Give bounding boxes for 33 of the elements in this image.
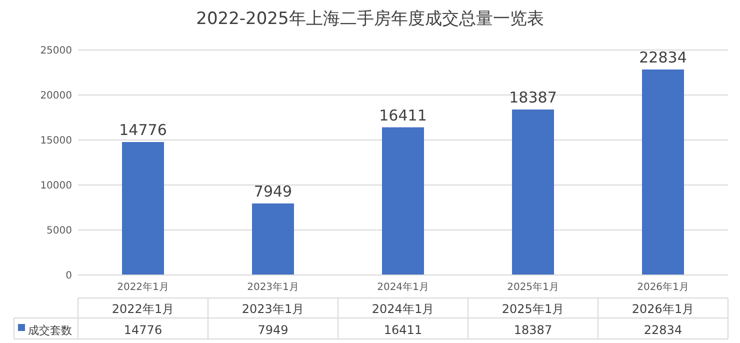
category-label: 2026年1月: [632, 302, 694, 316]
text: 22834: [644, 323, 682, 337]
category-label: 2025年1月: [502, 302, 564, 316]
y-tick-label: 25000: [40, 46, 72, 56]
legend-label: 成交套数: [28, 324, 72, 337]
text: 16411: [384, 323, 422, 337]
bar: [642, 69, 684, 275]
bar: [512, 110, 554, 275]
x-tick-label: 2026年1月: [637, 281, 689, 293]
text: 18387: [514, 323, 552, 337]
x-tick-label: 2022年1月: [117, 281, 169, 293]
y-tick-label: 20000: [40, 90, 72, 102]
category-label: 2024年1月: [372, 302, 434, 316]
y-tick-label: 0: [66, 270, 72, 282]
y-tick-label: 10000: [40, 180, 72, 192]
data-label: 14776: [119, 121, 167, 140]
bar: [382, 127, 424, 275]
text: 7949: [258, 323, 288, 337]
category-label: 2022年1月: [112, 302, 174, 316]
y-tick-label: 15000: [40, 136, 72, 146]
text: 14776: [124, 323, 162, 337]
data-label: 22834: [639, 48, 687, 66]
x-tick-label: 2023年1月: [247, 281, 299, 293]
bar: [122, 142, 164, 275]
bar: [252, 203, 294, 275]
data-label: 18387: [509, 88, 557, 107]
category-label: 2023年1月: [242, 302, 304, 316]
chart-title: 2022-2025年上海二手房年度成交总量一览表: [196, 9, 544, 29]
x-tick-label: 2025年1月: [507, 281, 559, 293]
y-tick-label: 5000: [46, 226, 72, 236]
data-label: 7949: [254, 182, 292, 200]
data-label: 16411: [379, 106, 427, 124]
x-tick-label: 2024年1月: [377, 281, 429, 293]
